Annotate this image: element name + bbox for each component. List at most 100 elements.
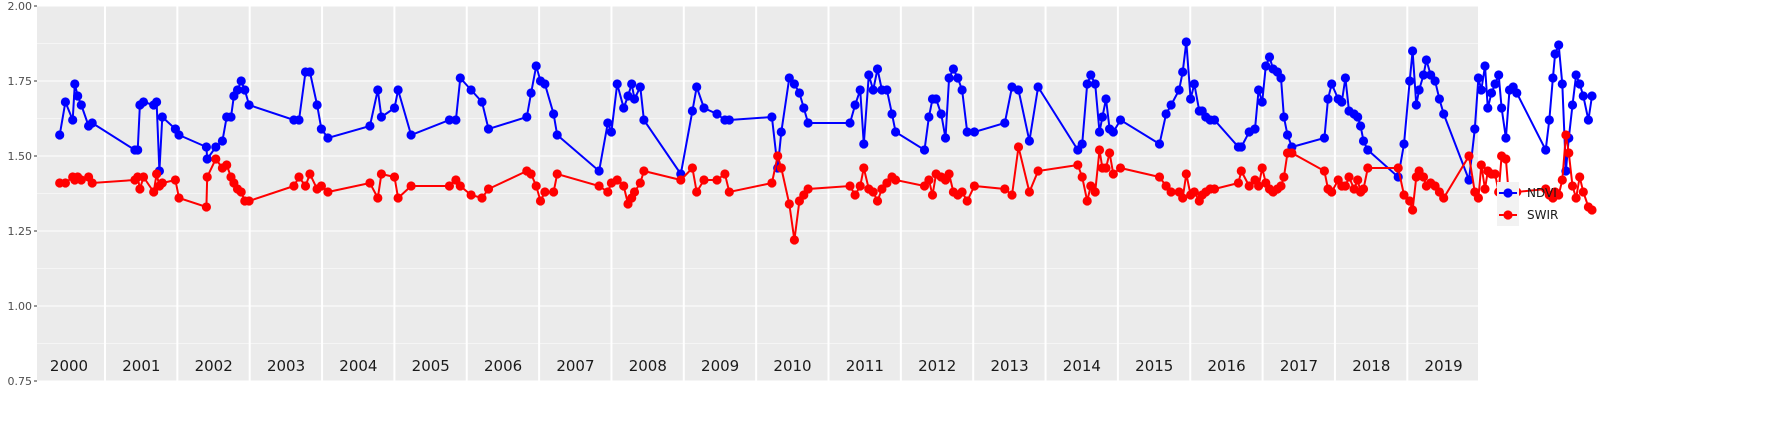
data-point-ndvi — [776, 127, 786, 137]
data-point-ndvi — [1000, 118, 1010, 128]
data-point-ndvi — [1464, 175, 1474, 185]
data-point-swir — [466, 190, 476, 200]
data-point-ndvi — [1319, 133, 1329, 143]
data-point-ndvi — [451, 115, 461, 125]
data-point-ndvi — [594, 166, 604, 176]
data-point-swir — [76, 175, 86, 185]
data-point-swir — [1587, 205, 1597, 215]
data-point-ndvi — [1476, 85, 1486, 95]
y-tick-label: 1.25 — [8, 225, 33, 238]
data-point-swir — [687, 163, 698, 173]
data-point-swir — [1571, 193, 1581, 203]
data-point-ndvi — [202, 154, 212, 164]
data-point-swir — [1101, 163, 1111, 173]
data-point-swir — [872, 196, 883, 206]
y-tick-label: 1.75 — [8, 75, 33, 88]
data-point-ndvi — [376, 112, 386, 122]
data-point-ndvi — [1101, 94, 1111, 104]
series-ndvi — [55, 37, 1597, 185]
data-point-ndvi — [316, 124, 326, 134]
data-point-ndvi — [1490, 79, 1500, 89]
data-point-swir — [1358, 184, 1369, 194]
data-point-swir — [222, 160, 232, 170]
data-point-ndvi — [891, 127, 901, 137]
data-point-ndvi — [639, 115, 649, 125]
data-point-ndvi — [1554, 40, 1564, 50]
data-point-ndvi — [603, 118, 613, 128]
data-point-swir — [1353, 175, 1363, 185]
data-point-swir — [1327, 187, 1337, 197]
data-point-swir — [924, 175, 934, 185]
data-point-swir — [294, 172, 304, 182]
data-point-ndvi — [455, 73, 465, 83]
data-point-ndvi — [1340, 73, 1350, 83]
data-point-ndvi — [1575, 79, 1585, 89]
data-point-ndvi — [887, 109, 897, 119]
data-point-ndvi — [1178, 67, 1188, 77]
year-label: 2008 — [629, 357, 667, 375]
data-point-ndvi — [55, 130, 65, 140]
data-point-ndvi — [1082, 79, 1092, 89]
data-point-swir — [1476, 160, 1486, 170]
data-point-swir — [1557, 175, 1567, 185]
data-point-ndvi — [1411, 100, 1421, 110]
data-point-ndvi — [240, 85, 250, 95]
data-point-swir — [1276, 181, 1286, 191]
data-point-swir — [1189, 187, 1199, 197]
data-point-swir — [1013, 142, 1024, 152]
data-point-swir — [845, 181, 855, 191]
data-point-swir — [305, 169, 315, 179]
year-label: 2002 — [195, 357, 233, 375]
data-point-ndvi — [477, 97, 487, 107]
data-point-ndvi — [549, 109, 559, 119]
data-point-ndvi — [133, 145, 143, 155]
data-point-swir — [635, 178, 645, 188]
data-point-ndvi — [931, 94, 941, 104]
data-point-ndvi — [845, 118, 855, 128]
data-point-ndvi — [1358, 136, 1369, 146]
data-point-swir — [1340, 181, 1350, 191]
data-point-swir — [720, 169, 730, 179]
data-point-swir — [1236, 166, 1246, 176]
data-point-swir — [552, 169, 562, 179]
data-point-swir — [619, 181, 629, 191]
data-point-swir — [1254, 181, 1264, 191]
data-point-swir — [1000, 184, 1010, 194]
data-point-swir — [859, 163, 869, 173]
data-point-ndvi — [1094, 127, 1105, 137]
data-point-swir — [1287, 148, 1297, 158]
data-point-ndvi — [1353, 112, 1363, 122]
data-point-ndvi — [1399, 139, 1409, 149]
data-point-ndvi — [1166, 100, 1176, 110]
data-point-ndvi — [138, 97, 149, 107]
data-point-swir — [712, 175, 722, 185]
data-point-swir — [535, 196, 546, 206]
data-point-ndvi — [1250, 124, 1260, 134]
data-point-ndvi — [1257, 97, 1267, 107]
data-point-ndvi — [1497, 103, 1507, 113]
year-label: 2009 — [701, 357, 739, 375]
data-point-swir — [211, 154, 221, 164]
data-point-ndvi — [393, 85, 403, 95]
year-label: 2006 — [484, 357, 522, 375]
data-point-ndvi — [855, 85, 865, 95]
data-point-swir — [784, 199, 794, 209]
data-point-swir — [549, 187, 559, 197]
data-point-ndvi — [294, 115, 304, 125]
data-point-swir — [1082, 196, 1092, 206]
data-point-ndvi — [226, 112, 236, 122]
data-point-swir — [1554, 190, 1564, 200]
data-point-swir — [962, 196, 972, 206]
data-point-swir — [612, 175, 622, 185]
data-point-swir — [244, 196, 254, 206]
data-point-swir — [1090, 187, 1100, 197]
data-point-ndvi — [87, 118, 97, 128]
year-label: 2007 — [556, 357, 594, 375]
data-point-ndvi — [1501, 133, 1511, 143]
data-point-ndvi — [1470, 124, 1480, 134]
year-labels: 2000 2001 2002 2003 2004 2005 2006 2007 2008 2009… — [50, 357, 1463, 375]
data-point-swir — [882, 178, 892, 188]
data-point-ndvi — [1418, 70, 1429, 80]
data-point-swir — [531, 181, 541, 191]
